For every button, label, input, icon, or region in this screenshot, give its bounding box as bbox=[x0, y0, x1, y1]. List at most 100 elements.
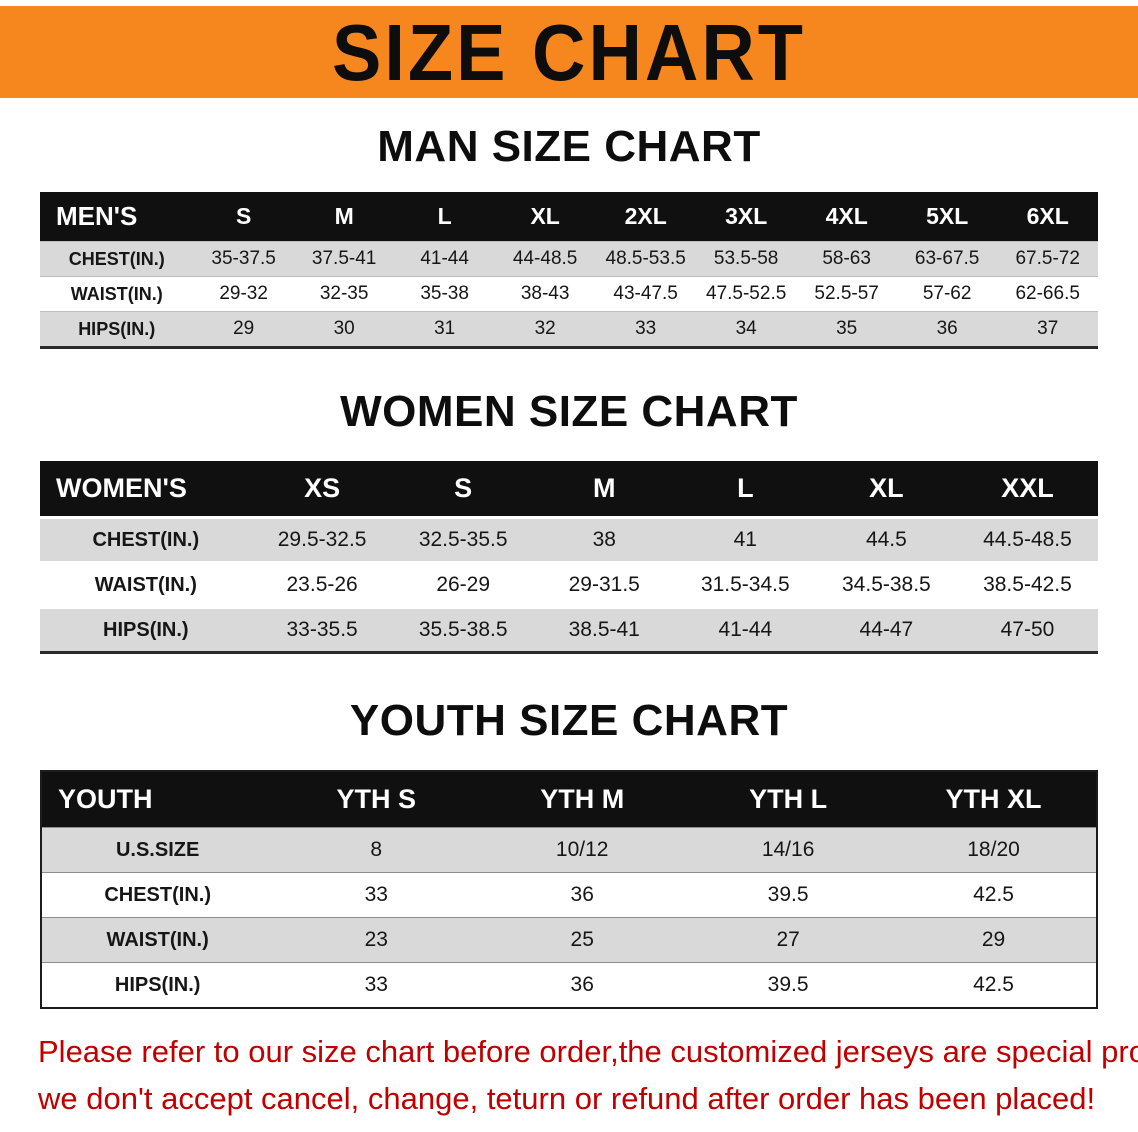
row-label: WAIST(IN.) bbox=[40, 276, 194, 312]
size-column-header: YTH XL bbox=[891, 771, 1097, 828]
men-section-heading: MAN SIZE CHART bbox=[377, 122, 761, 171]
table-row: WAIST(IN.) 29-32 32-35 35-38 38-43 43-47.5 47.… bbox=[40, 276, 1098, 312]
section-youth: YOUTH SIZE CHART YOUTH YTH S YTH M YTH L YTH… bbox=[0, 696, 1138, 1009]
size-value: 35-38 bbox=[394, 276, 495, 312]
size-value: 33 bbox=[273, 872, 480, 918]
size-value: 44-47 bbox=[815, 606, 957, 653]
disclaimer-line-1: Please refer to our size chart before or… bbox=[38, 1034, 1138, 1069]
size-value: 35.5-38.5 bbox=[392, 606, 534, 653]
size-value: 67.5-72 bbox=[997, 241, 1098, 277]
size-value: 32-35 bbox=[293, 276, 395, 312]
size-value: 14/16 bbox=[685, 827, 892, 873]
size-column-header: XS bbox=[251, 461, 393, 518]
size-column-header: YTH L bbox=[685, 771, 892, 828]
row-label: HIPS(IN.) bbox=[40, 311, 194, 348]
size-column-header: XL bbox=[815, 461, 957, 518]
table-row: CHEST(IN.) 33 36 39.5 42.5 bbox=[41, 872, 1097, 918]
size-value: 36 bbox=[479, 872, 686, 918]
youth-section-heading: YOUTH SIZE CHART bbox=[349, 696, 789, 745]
size-value: 48.5-53.5 bbox=[595, 241, 696, 277]
size-value: 27 bbox=[685, 917, 892, 963]
size-value: 29 bbox=[891, 917, 1097, 963]
table-corner-label: WOMEN'S bbox=[40, 461, 252, 518]
table-row: HIPS(IN.) 33-35.5 35.5-38.5 38.5-41 41-44 44-… bbox=[40, 606, 1098, 653]
size-value: 29-32 bbox=[193, 276, 294, 312]
size-value: 58-63 bbox=[796, 241, 897, 277]
size-value: 31 bbox=[394, 311, 495, 348]
size-value: 29.5-32.5 bbox=[251, 516, 393, 563]
table-row: CHEST(IN.) 29.5-32.5 32.5-35.5 38 41 44.5 44.5… bbox=[40, 516, 1098, 563]
row-label: CHEST(IN.) bbox=[40, 516, 252, 563]
size-column-header: M bbox=[293, 192, 395, 242]
banner: SIZE CHART bbox=[0, 6, 1138, 98]
row-label: WAIST(IN.) bbox=[41, 917, 274, 963]
size-column-header: 3XL bbox=[695, 192, 797, 242]
size-value: 36 bbox=[896, 311, 998, 348]
table-row: WAIST(IN.) 23 25 27 29 bbox=[41, 917, 1097, 963]
size-value: 35-37.5 bbox=[193, 241, 294, 277]
table-row: U.S.SIZE 8 10/12 14/16 18/20 bbox=[41, 827, 1097, 873]
size-value: 52.5-57 bbox=[796, 276, 897, 312]
size-value: 33 bbox=[595, 311, 696, 348]
size-column-header: YTH S bbox=[273, 771, 480, 828]
size-value: 37.5-41 bbox=[293, 241, 395, 277]
section-men: MAN SIZE CHART MEN'S S M L XL 2XL 3XL 4XL 5XL 6XL… bbox=[0, 122, 1138, 349]
youth-size-table: YOUTH YTH S YTH M YTH L YTH XL U.S.SIZE 8 10/12… bbox=[40, 770, 1098, 1009]
size-value: 38-43 bbox=[494, 276, 596, 312]
row-label: U.S.SIZE bbox=[41, 827, 274, 873]
size-value: 41-44 bbox=[674, 606, 816, 653]
size-value: 47.5-52.5 bbox=[695, 276, 797, 312]
women-section-heading: WOMEN SIZE CHART bbox=[340, 387, 798, 436]
size-column-header: M bbox=[533, 461, 675, 518]
size-value: 36 bbox=[479, 962, 686, 1008]
row-label: CHEST(IN.) bbox=[41, 872, 274, 918]
size-value: 39.5 bbox=[685, 872, 892, 918]
disclaimer-line-2: we don't accept cancel, change, teturn o… bbox=[38, 1080, 1096, 1116]
size-value: 44-48.5 bbox=[494, 241, 596, 277]
size-value: 57-62 bbox=[896, 276, 998, 312]
size-value: 30 bbox=[293, 311, 395, 348]
table-corner-label: YOUTH bbox=[41, 771, 274, 828]
size-value: 37 bbox=[997, 311, 1098, 348]
size-column-header: L bbox=[394, 192, 495, 242]
section-women: WOMEN SIZE CHART WOMEN'S XS S M L XL XXL CHEST(… bbox=[0, 387, 1138, 654]
size-value: 63-67.5 bbox=[896, 241, 998, 277]
table-header-row: MEN'S S M L XL 2XL 3XL 4XL 5XL 6XL bbox=[40, 192, 1098, 242]
size-value: 32.5-35.5 bbox=[392, 516, 534, 563]
size-value: 42.5 bbox=[891, 962, 1097, 1008]
size-value: 34 bbox=[695, 311, 797, 348]
size-value: 53.5-58 bbox=[695, 241, 797, 277]
row-label: HIPS(IN.) bbox=[41, 962, 274, 1008]
size-column-header: 4XL bbox=[796, 192, 897, 242]
size-value: 38 bbox=[533, 516, 675, 563]
size-value: 8 bbox=[273, 827, 480, 873]
size-value: 23 bbox=[273, 917, 480, 963]
size-column-header: 5XL bbox=[896, 192, 998, 242]
size-value: 38.5-41 bbox=[533, 606, 675, 653]
women-size-table: WOMEN'S XS S M L XL XXL CHEST(IN.) 29.5-32.5 32.5… bbox=[40, 461, 1098, 654]
banner-title: SIZE CHART bbox=[332, 7, 806, 97]
table-row: HIPS(IN.) 29 30 31 32 33 34 35 36 37 bbox=[40, 311, 1098, 348]
size-column-header: S bbox=[392, 461, 534, 518]
table-header-row: YOUTH YTH S YTH M YTH L YTH XL bbox=[41, 771, 1097, 828]
size-value: 31.5-34.5 bbox=[674, 561, 816, 608]
size-value: 29-31.5 bbox=[533, 561, 675, 608]
table-row: WAIST(IN.) 23.5-26 26-29 29-31.5 31.5-34.5 34… bbox=[40, 561, 1098, 608]
size-value: 39.5 bbox=[685, 962, 892, 1008]
size-value: 42.5 bbox=[891, 872, 1097, 918]
size-value: 23.5-26 bbox=[251, 561, 393, 608]
size-value: 41 bbox=[674, 516, 816, 563]
size-value: 44.5-48.5 bbox=[956, 516, 1098, 563]
size-column-header: S bbox=[193, 192, 294, 242]
size-column-header: XXL bbox=[956, 461, 1098, 518]
size-value: 43-47.5 bbox=[595, 276, 696, 312]
size-column-header: L bbox=[674, 461, 816, 518]
size-value: 32 bbox=[494, 311, 596, 348]
row-label: CHEST(IN.) bbox=[40, 241, 194, 277]
table-corner-label: MEN'S bbox=[40, 192, 194, 242]
size-value: 33-35.5 bbox=[251, 606, 393, 653]
size-column-header: 6XL bbox=[997, 192, 1098, 242]
size-value: 25 bbox=[479, 917, 686, 963]
size-value: 41-44 bbox=[394, 241, 495, 277]
size-value: 10/12 bbox=[479, 827, 686, 873]
